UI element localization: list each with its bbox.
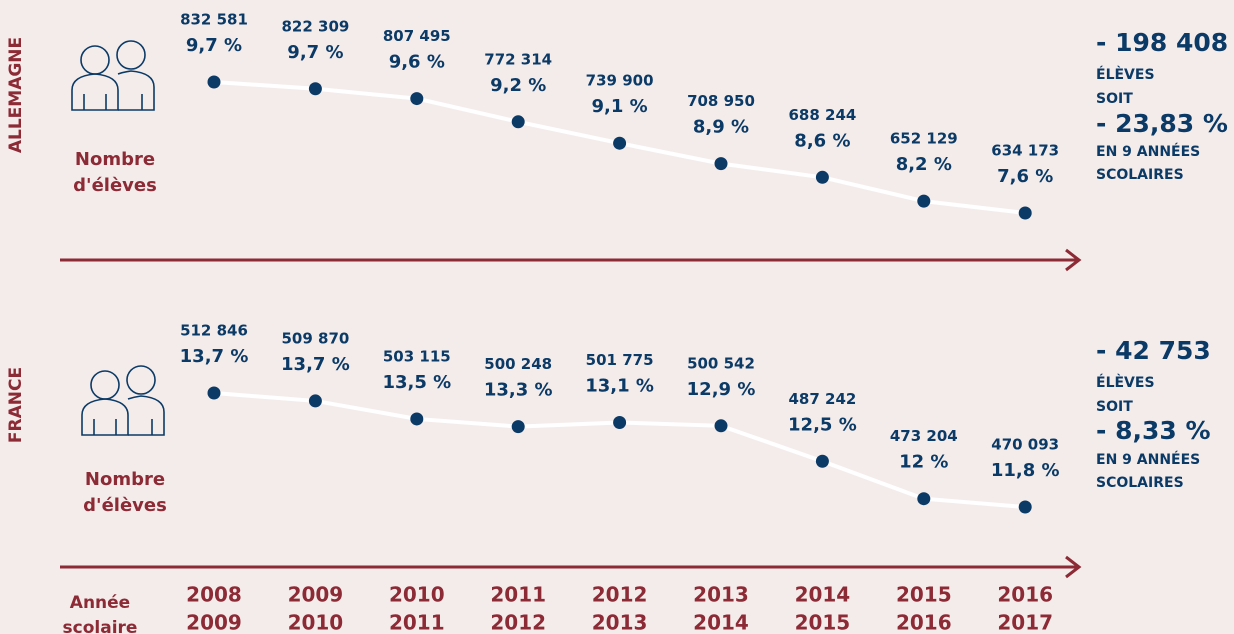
- data-point: [1018, 206, 1032, 220]
- value-label: 772 314: [484, 50, 552, 68]
- series-name: Nombre d'élèves: [83, 469, 167, 516]
- data-point: [1018, 500, 1032, 514]
- value-label: 487 242: [788, 390, 856, 408]
- data-point: [714, 419, 728, 433]
- data-point: [511, 115, 525, 129]
- x-tick-label: 2010: [389, 583, 445, 607]
- x-tick-label: 2016: [896, 611, 952, 634]
- share-label: 12,9 %: [687, 379, 756, 400]
- x-tick-label: 2014: [795, 583, 851, 607]
- x-tick-label: 2012: [490, 611, 546, 634]
- summary-link: SOIT: [1096, 91, 1133, 107]
- share-label: 8,2 %: [896, 154, 952, 175]
- value-label: 822 309: [281, 17, 349, 35]
- value-label: 634 173: [991, 142, 1059, 160]
- data-point: [714, 157, 728, 171]
- x-tick-label: 2010: [288, 611, 344, 634]
- x-tick-label: 2009: [288, 583, 344, 607]
- data-point: [511, 420, 525, 434]
- value-label: 807 495: [383, 27, 451, 45]
- share-label: 11,8 %: [991, 460, 1060, 481]
- x-tick-label: 2012: [592, 583, 648, 607]
- data-point: [207, 386, 221, 400]
- share-label: 13,7 %: [281, 354, 350, 375]
- summary-period: SCOLAIRES: [1096, 475, 1184, 491]
- share-label: 8,9 %: [693, 117, 749, 138]
- value-label: 470 093: [991, 436, 1059, 454]
- data-point: [613, 136, 627, 150]
- share-label: 13,7 %: [180, 346, 249, 367]
- data-point: [815, 170, 829, 184]
- value-label: 512 846: [180, 322, 248, 340]
- data-point: [917, 194, 931, 208]
- x-tick-label: 2013: [592, 611, 648, 634]
- share-label: 9,7 %: [186, 35, 242, 56]
- x-axis-label: scolaire: [63, 618, 138, 634]
- x-tick-label: 2011: [389, 611, 445, 634]
- data-point: [410, 92, 424, 106]
- data-point: [308, 82, 322, 96]
- x-tick-label: 2015: [795, 611, 851, 634]
- share-label: 13,1 %: [585, 376, 654, 397]
- x-tick-label: 2013: [693, 583, 749, 607]
- share-label: 9,6 %: [389, 52, 445, 73]
- value-label: 500 248: [484, 355, 552, 373]
- data-point: [207, 75, 221, 89]
- share-label: 7,6 %: [997, 166, 1053, 187]
- share-label: 8,6 %: [794, 130, 850, 151]
- summary-period: SCOLAIRES: [1096, 167, 1184, 183]
- x-tick-label: 2016: [997, 583, 1053, 607]
- x-tick-label: 2014: [693, 611, 749, 634]
- timeline-arrow: [60, 555, 1082, 579]
- value-label: 688 244: [788, 106, 856, 124]
- share-label: 13,5 %: [382, 372, 451, 393]
- data-point: [613, 416, 627, 430]
- value-label: 832 581: [180, 11, 248, 29]
- value-label: 739 900: [586, 72, 654, 90]
- icon-students: [71, 40, 155, 111]
- summary-period: EN 9 ANNÉES: [1096, 143, 1200, 160]
- summary-change: - 42 753: [1096, 336, 1211, 365]
- x-tick-label: 2015: [896, 583, 952, 607]
- data-point: [410, 412, 424, 426]
- share-label: 13,3 %: [484, 380, 553, 401]
- value-label: 473 204: [890, 427, 958, 445]
- x-tick-label: 2009: [186, 611, 242, 634]
- share-label: 12,5 %: [788, 414, 857, 435]
- summary-unit: ÉLÈVES: [1096, 374, 1155, 391]
- value-label: 509 870: [281, 329, 349, 347]
- x-tick-label: 2011: [490, 583, 546, 607]
- data-point: [308, 394, 322, 408]
- x-axis-label: Année: [70, 593, 130, 613]
- share-label: 9,1 %: [591, 96, 647, 117]
- summary-period: EN 9 ANNÉES: [1096, 451, 1200, 468]
- x-tick-label: 2017: [997, 611, 1053, 634]
- share-label: 9,7 %: [287, 42, 343, 63]
- summary-change-pct: - 23,83 %: [1096, 109, 1228, 138]
- share-label: 9,2 %: [490, 75, 546, 96]
- chart-title: FRANCE: [6, 367, 26, 443]
- summary-link: SOIT: [1096, 399, 1133, 415]
- summary-unit: ÉLÈVES: [1096, 66, 1155, 83]
- data-point: [917, 492, 931, 506]
- summary-change-pct: - 8,33 %: [1096, 416, 1211, 445]
- value-label: 652 129: [890, 130, 958, 148]
- series-name: Nombre d'élèves: [73, 149, 157, 196]
- share-label: 12 %: [899, 452, 948, 473]
- chart-title: ALLEMAGNE: [6, 37, 26, 153]
- x-tick-label: 2008: [186, 583, 242, 607]
- data-point: [815, 454, 829, 468]
- value-label: 500 542: [687, 354, 755, 372]
- value-label: 501 775: [586, 351, 654, 369]
- value-label: 503 115: [383, 347, 451, 365]
- timeline-arrow: [60, 248, 1082, 272]
- value-label: 708 950: [687, 92, 755, 110]
- summary-change: - 198 408: [1096, 28, 1228, 57]
- icon-students: [81, 365, 165, 436]
